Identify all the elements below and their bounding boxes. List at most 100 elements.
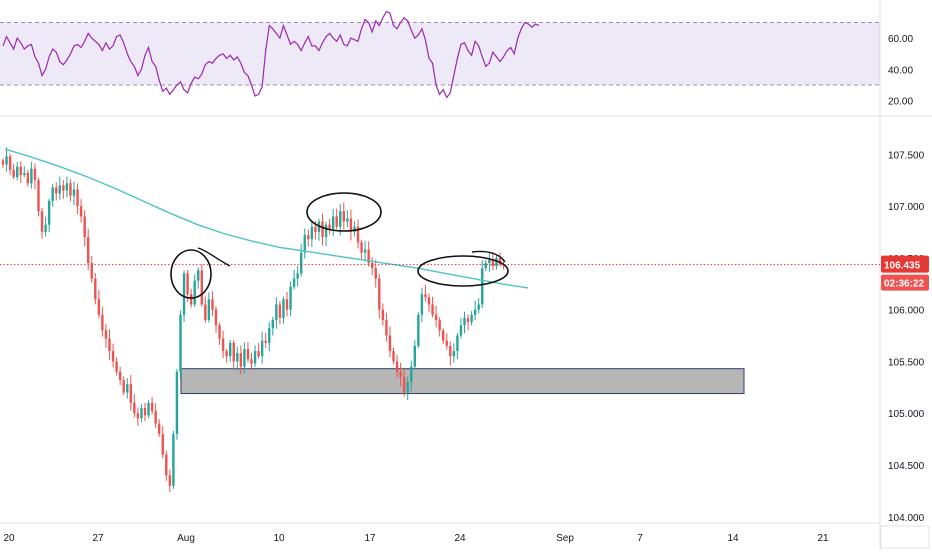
- candle-body[interactable]: [498, 257, 502, 265]
- candle-body[interactable]: [278, 304, 282, 318]
- candle-body[interactable]: [193, 280, 196, 305]
- candle-body[interactable]: [200, 270, 203, 305]
- candle-body[interactable]: [452, 351, 456, 357]
- candle-body[interactable]: [402, 376, 406, 393]
- candle-body[interactable]: [136, 413, 140, 419]
- annotation-circle-2[interactable]: [306, 192, 382, 232]
- candle-body[interactable]: [410, 366, 413, 383]
- candle-body[interactable]: [417, 314, 420, 346]
- candle-body[interactable]: [424, 294, 427, 298]
- annotation-circle-1[interactable]: [170, 249, 212, 299]
- candle-body[interactable]: [90, 263, 93, 279]
- candle-body[interactable]: [147, 402, 150, 416]
- candle-body[interactable]: [314, 226, 317, 232]
- candle-body[interactable]: [371, 263, 374, 269]
- candle-body[interactable]: [108, 338, 111, 352]
- candle-body[interactable]: [282, 299, 285, 318]
- candle-body[interactable]: [16, 166, 19, 178]
- candle-body[interactable]: [1, 160, 5, 165]
- candle-body[interactable]: [481, 268, 484, 305]
- candle-body[interactable]: [477, 304, 480, 310]
- candle-body[interactable]: [69, 183, 72, 196]
- candle-body[interactable]: [8, 156, 12, 170]
- candle-body[interactable]: [55, 187, 58, 194]
- candle-body[interactable]: [431, 304, 434, 315]
- candle-body[interactable]: [438, 320, 441, 331]
- candle-body[interactable]: [129, 384, 132, 403]
- annotation-circle-3[interactable]: [417, 255, 509, 287]
- candle-body[interactable]: [321, 221, 324, 238]
- candle-body[interactable]: [488, 259, 491, 264]
- candle-body[interactable]: [427, 297, 431, 305]
- candle-body[interactable]: [30, 168, 33, 184]
- candle-body[interactable]: [349, 218, 353, 232]
- candle-body[interactable]: [420, 294, 424, 315]
- candle-body[interactable]: [239, 353, 243, 367]
- candle-body[interactable]: [360, 242, 363, 253]
- candle-body[interactable]: [154, 411, 157, 424]
- candle-body[interactable]: [260, 340, 264, 357]
- candle-body[interactable]: [150, 402, 154, 412]
- candle-body[interactable]: [495, 257, 498, 267]
- candle-body[interactable]: [307, 235, 310, 240]
- candle-body[interactable]: [76, 189, 79, 207]
- candle-body[interactable]: [40, 211, 44, 232]
- candle-body[interactable]: [186, 273, 189, 295]
- candle-body[interactable]: [395, 361, 399, 372]
- candle-body[interactable]: [172, 433, 175, 486]
- candle-body[interactable]: [257, 351, 260, 357]
- candle-body[interactable]: [126, 384, 129, 393]
- candle-body[interactable]: [26, 172, 30, 184]
- candle-body[interactable]: [214, 309, 218, 326]
- candle-body[interactable]: [58, 185, 61, 194]
- candle-body[interactable]: [211, 299, 214, 310]
- candle-body[interactable]: [165, 454, 168, 476]
- candle-body[interactable]: [207, 299, 211, 320]
- candle-body[interactable]: [374, 268, 377, 279]
- candle-body[interactable]: [331, 216, 335, 229]
- candle-body[interactable]: [406, 382, 409, 393]
- candle-body[interactable]: [37, 180, 40, 212]
- candle-body[interactable]: [250, 359, 253, 364]
- candle-body[interactable]: [122, 380, 125, 393]
- candle-body[interactable]: [246, 349, 250, 360]
- candle-body[interactable]: [118, 371, 122, 381]
- candle-body[interactable]: [324, 224, 328, 238]
- candle-body[interactable]: [378, 278, 381, 310]
- candle-body[interactable]: [221, 338, 225, 352]
- candle-body[interactable]: [456, 335, 459, 352]
- candle-body[interactable]: [140, 408, 143, 419]
- candle-body[interactable]: [133, 402, 136, 414]
- candle-body[interactable]: [289, 286, 292, 310]
- candle-body[interactable]: [5, 156, 8, 165]
- candle-body[interactable]: [473, 309, 477, 315]
- candle-body[interactable]: [328, 224, 331, 229]
- axis-corner[interactable]: [880, 525, 930, 549]
- candle-body[interactable]: [33, 168, 37, 181]
- candle-body[interactable]: [65, 183, 69, 191]
- candle-body[interactable]: [161, 433, 164, 455]
- candle-body[interactable]: [434, 314, 438, 320]
- candle-body[interactable]: [385, 320, 388, 336]
- candle-body[interactable]: [268, 328, 271, 343]
- candle-body[interactable]: [388, 335, 392, 352]
- candle-body[interactable]: [335, 216, 338, 227]
- candle-body[interactable]: [253, 351, 257, 364]
- candle-body[interactable]: [271, 320, 274, 329]
- candle-body[interactable]: [484, 263, 487, 269]
- candle-body[interactable]: [94, 278, 97, 300]
- candle-body[interactable]: [367, 249, 370, 264]
- candle-body[interactable]: [179, 314, 182, 372]
- candle-body[interactable]: [232, 342, 235, 362]
- candle-body[interactable]: [243, 349, 246, 367]
- candle-body[interactable]: [491, 259, 495, 267]
- candle-body[interactable]: [204, 304, 207, 320]
- candle-body[interactable]: [97, 299, 101, 315]
- candle-body[interactable]: [463, 317, 466, 326]
- candle-body[interactable]: [225, 351, 228, 357]
- candle-body[interactable]: [83, 216, 86, 238]
- candle-body[interactable]: [275, 304, 278, 320]
- candle-body[interactable]: [300, 252, 303, 274]
- candle-body[interactable]: [23, 172, 26, 175]
